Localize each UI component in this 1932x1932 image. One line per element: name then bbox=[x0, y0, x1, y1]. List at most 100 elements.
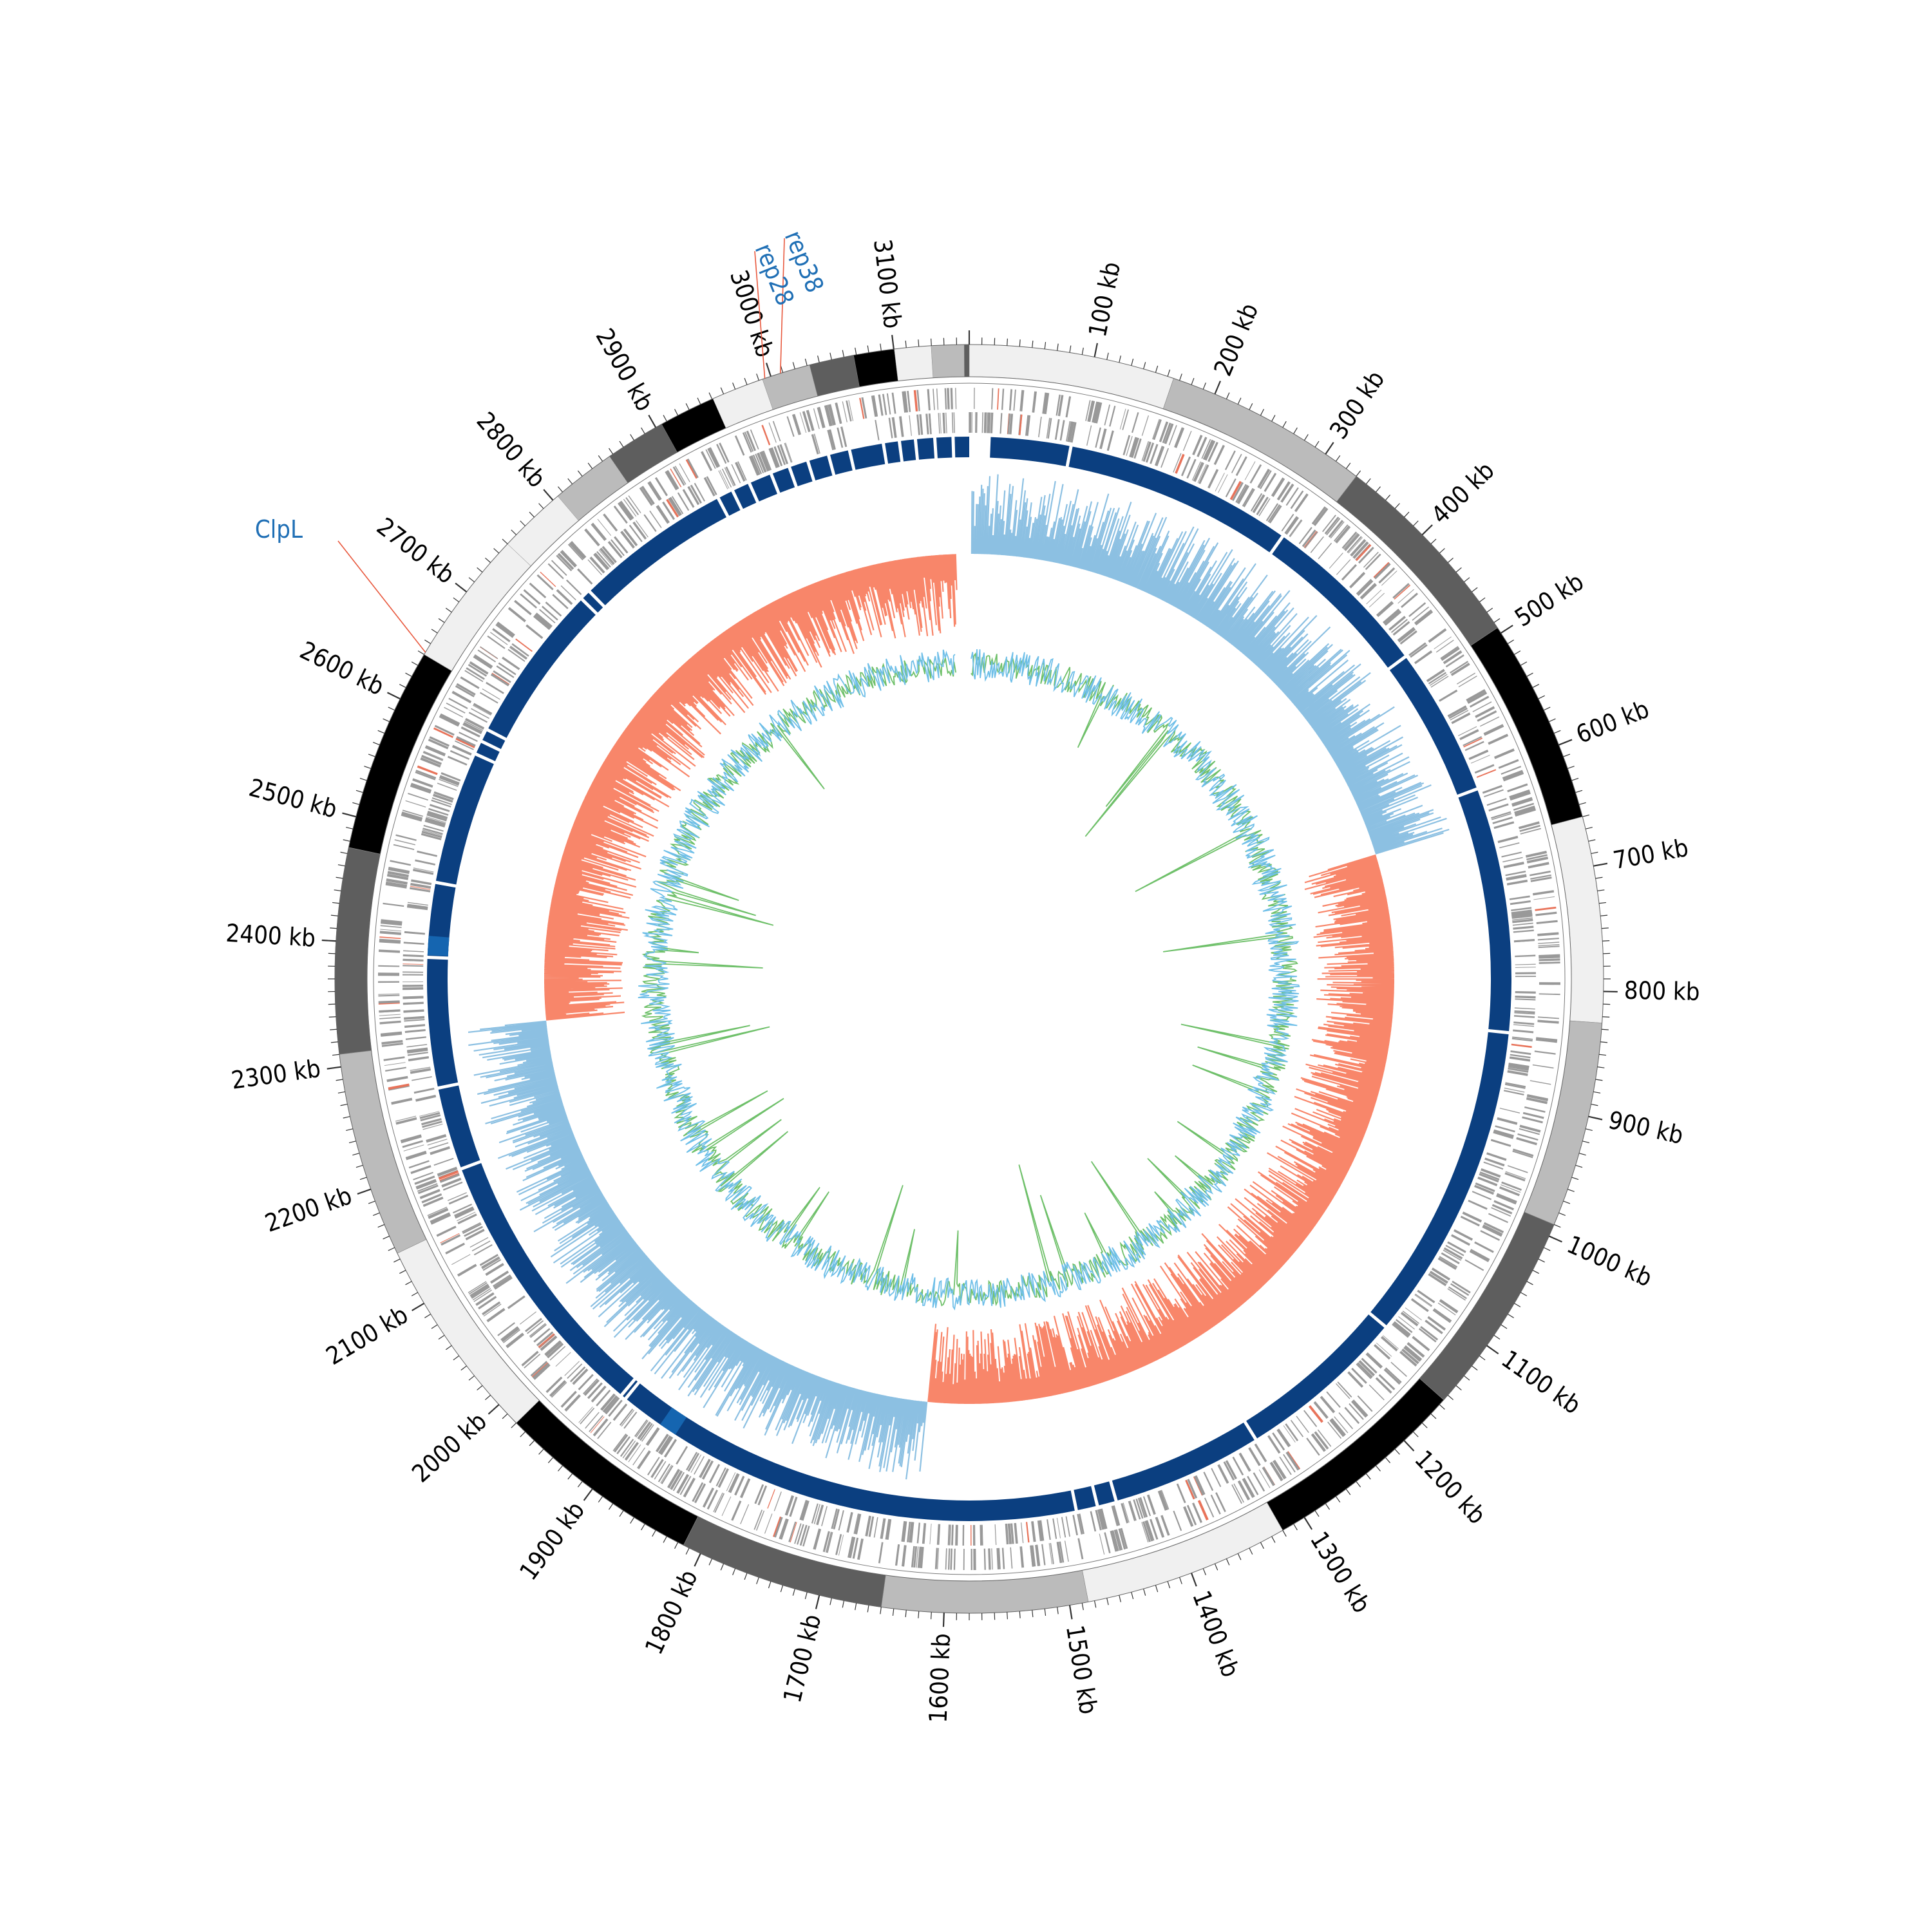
gene-mark bbox=[981, 412, 983, 433]
gene-mark bbox=[1432, 1309, 1451, 1323]
gene-mark bbox=[413, 867, 434, 873]
minor-tick bbox=[547, 1457, 554, 1463]
gene-mark bbox=[1501, 766, 1522, 775]
gene-mark bbox=[560, 549, 578, 567]
gene-mark bbox=[1502, 770, 1524, 780]
gene-mark bbox=[773, 446, 783, 467]
gene-mark bbox=[685, 459, 697, 479]
minor-tick bbox=[804, 358, 808, 366]
gene-mark bbox=[1427, 1316, 1446, 1331]
gene-mark bbox=[1526, 1095, 1548, 1102]
gene-mark bbox=[1538, 944, 1560, 947]
minor-tick bbox=[1032, 340, 1034, 348]
gene-mark bbox=[584, 529, 600, 547]
gene-mark bbox=[378, 994, 400, 997]
gene-mark bbox=[852, 1537, 859, 1559]
gene-mark bbox=[411, 879, 432, 886]
gene-mark bbox=[425, 819, 446, 826]
minor-tick bbox=[630, 434, 635, 441]
gene-mark bbox=[1009, 389, 1013, 411]
gene-mark bbox=[603, 513, 618, 532]
minor-tick bbox=[880, 343, 882, 351]
gene-mark bbox=[1508, 1063, 1530, 1069]
gene-mark bbox=[1509, 1057, 1530, 1062]
minor-tick bbox=[1563, 1200, 1571, 1204]
gene-mark bbox=[919, 414, 923, 435]
gc-skew-positive bbox=[468, 474, 1450, 1480]
gene-mark bbox=[538, 1333, 556, 1349]
gene-mark bbox=[637, 1421, 652, 1440]
gene-mark bbox=[873, 1517, 878, 1538]
gene-mark bbox=[410, 886, 431, 890]
gene-mark bbox=[478, 1296, 497, 1310]
gene-mark bbox=[882, 393, 887, 415]
gene-mark bbox=[660, 1464, 672, 1484]
gene-mark bbox=[859, 397, 865, 419]
gene-mark bbox=[413, 1087, 435, 1094]
gene-mark bbox=[546, 1343, 564, 1359]
tick-label: 1100 kb bbox=[1497, 1345, 1586, 1419]
minor-tick bbox=[468, 577, 475, 583]
gene-mark bbox=[1507, 1165, 1528, 1173]
gene-mark bbox=[739, 1478, 751, 1499]
gene-mark bbox=[1412, 606, 1430, 621]
gene-mark bbox=[690, 1454, 702, 1473]
gene-mark bbox=[742, 432, 752, 453]
gene-mark bbox=[1351, 1400, 1368, 1418]
gene-mark bbox=[507, 607, 526, 623]
gene-mark bbox=[509, 647, 527, 660]
contig-segment bbox=[916, 437, 935, 460]
gene-mark bbox=[486, 681, 504, 694]
gene-mark bbox=[614, 1434, 629, 1453]
minor-tick bbox=[1582, 1141, 1590, 1144]
contig-segment bbox=[809, 455, 833, 480]
gene-mark bbox=[1514, 1007, 1535, 1010]
gene-mark bbox=[717, 1468, 729, 1488]
karyotype-band bbox=[963, 344, 970, 377]
contig-segment bbox=[1272, 537, 1405, 668]
gene-mark bbox=[1001, 388, 1005, 410]
minor-tick bbox=[1532, 684, 1540, 688]
gene-mark bbox=[491, 673, 509, 686]
gene-mark bbox=[1514, 1012, 1535, 1015]
gene-mark bbox=[1477, 1177, 1498, 1186]
gene-mark bbox=[541, 605, 558, 621]
gene-mark bbox=[379, 1017, 401, 1019]
gene-mark bbox=[1394, 584, 1411, 600]
gene-mark bbox=[708, 1464, 721, 1484]
gene-mark bbox=[1437, 1302, 1456, 1316]
gene-mark bbox=[482, 688, 500, 700]
gene-mark bbox=[875, 419, 880, 440]
gene-mark bbox=[1271, 477, 1283, 497]
gene-mark bbox=[1070, 422, 1077, 443]
tick-label: 500 kb bbox=[1510, 567, 1589, 632]
minor-tick bbox=[1595, 876, 1603, 879]
gene-mark bbox=[1231, 1484, 1242, 1504]
gene-mark bbox=[1497, 1119, 1517, 1125]
gene-mark bbox=[463, 721, 483, 734]
contig-segment bbox=[1112, 1422, 1255, 1501]
gene-mark bbox=[794, 1523, 802, 1544]
gene-mark bbox=[439, 715, 460, 726]
gene-mark bbox=[1457, 672, 1475, 685]
minor-tick bbox=[1271, 1536, 1276, 1543]
gene-mark bbox=[621, 1410, 635, 1427]
major-tick bbox=[1548, 1235, 1562, 1243]
gene-mark bbox=[591, 1385, 607, 1403]
gene-mark bbox=[802, 411, 810, 432]
minor-tick bbox=[1601, 927, 1609, 929]
gene-mark bbox=[1173, 1510, 1182, 1531]
gene-mark bbox=[600, 1394, 616, 1411]
minor-tick bbox=[1365, 1473, 1371, 1480]
gene-mark bbox=[664, 1439, 677, 1457]
gene-mark bbox=[384, 1062, 406, 1066]
gene-mark bbox=[1195, 1475, 1206, 1495]
minor-tick bbox=[1394, 1448, 1400, 1455]
gene-mark bbox=[593, 1418, 608, 1436]
gene-mark bbox=[501, 1327, 520, 1343]
minor-tick bbox=[399, 684, 406, 688]
gene-mark bbox=[1007, 1523, 1012, 1544]
gene-mark bbox=[848, 400, 854, 421]
gene-mark bbox=[457, 1211, 476, 1222]
gene-mark bbox=[598, 549, 613, 566]
